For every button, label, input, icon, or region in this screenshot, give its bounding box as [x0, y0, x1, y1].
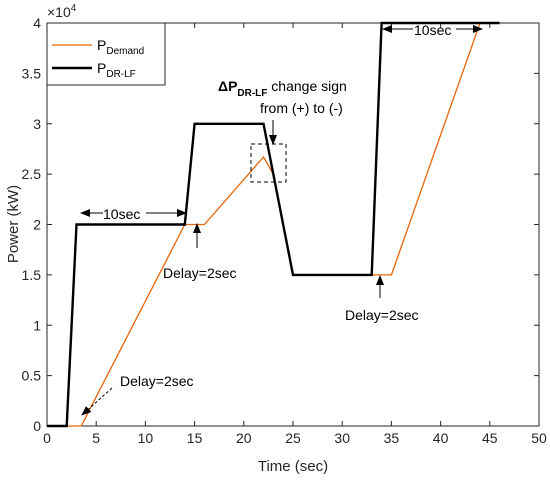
delay-2-label: Delay=2sec: [163, 265, 237, 281]
y-exponent-power: 4: [71, 3, 77, 14]
legend-box: [46, 22, 166, 86]
y-tick-label-7: 3.5: [22, 65, 42, 81]
delta-main: ΔP: [218, 78, 237, 94]
delay-1-label: Delay=2sec: [120, 373, 194, 389]
series-line-demand: [47, 22, 500, 427]
legend-label-dr-lf-main: P: [97, 60, 106, 76]
legend-label-demand-sub: Demand: [106, 46, 144, 57]
legend-label-dr-lf-sub: DR-LF: [106, 69, 135, 80]
legend: PDemand PDR-LF: [46, 22, 166, 86]
y-tick-label-3: 1.5: [22, 267, 42, 283]
x-tick-label-2: 10: [138, 430, 154, 446]
y-tick-label-2: 1: [33, 317, 41, 333]
x-tick-label-1: 5: [92, 430, 100, 446]
x-tick-label-4: 20: [236, 430, 252, 446]
legend-label-dr-lf: PDR-LF: [97, 60, 136, 80]
series-line-dr-lf: [47, 21, 500, 428]
y-tick-label-8: 4: [33, 15, 41, 31]
span-2-label: 10sec: [414, 22, 451, 38]
x-axis-label: Time (sec): [258, 458, 328, 475]
sign-change-box: [250, 143, 287, 183]
y-tick-label-0: 0: [33, 418, 41, 434]
x-tick-label-10: 50: [531, 430, 547, 446]
x-tick-label-6: 30: [334, 430, 350, 446]
y-tick-label-1: 0.5: [22, 368, 42, 384]
delta-annotation: ΔPDR-LF change sign: [218, 78, 347, 99]
y-tick-label-4: 2: [33, 217, 41, 233]
axis-tick-labels: 0 5 10 15 20 25 30 35 40 45 50 0 0.5 1 1.5 2 2.5 3 3.5 4: [22, 15, 547, 446]
delta-rest: change sign: [267, 78, 346, 94]
x-tick-label-0: 0: [43, 430, 51, 446]
y-tick-label-6: 3: [33, 116, 41, 132]
y-exponent-label: ×104: [47, 3, 77, 20]
y-axis-label: Power (kW): [5, 185, 22, 263]
x-tick-label-7: 35: [384, 430, 400, 446]
axis-ticks: [46, 22, 540, 427]
x-tick-label-9: 45: [482, 430, 498, 446]
legend-label-demand: PDemand: [97, 37, 144, 57]
annotations: ΔPDR-LF change sign from (+) to (-) 10se…: [80, 22, 483, 416]
y-exponent-base: ×10: [47, 4, 71, 20]
x-tick-label-5: 25: [285, 430, 301, 446]
delay-3-label: Delay=2sec: [345, 307, 419, 323]
sign-change-annotation: from (+) to (-): [260, 100, 343, 116]
delay-1-arrow: [81, 387, 113, 416]
x-tick-label-3: 15: [187, 430, 203, 446]
y-tick-label-5: 2.5: [22, 166, 42, 182]
span-1-label: 10sec: [103, 206, 140, 222]
delta-sub: DR-LF: [237, 88, 267, 99]
legend-label-demand-main: P: [97, 37, 106, 53]
x-tick-label-8: 40: [433, 430, 449, 446]
